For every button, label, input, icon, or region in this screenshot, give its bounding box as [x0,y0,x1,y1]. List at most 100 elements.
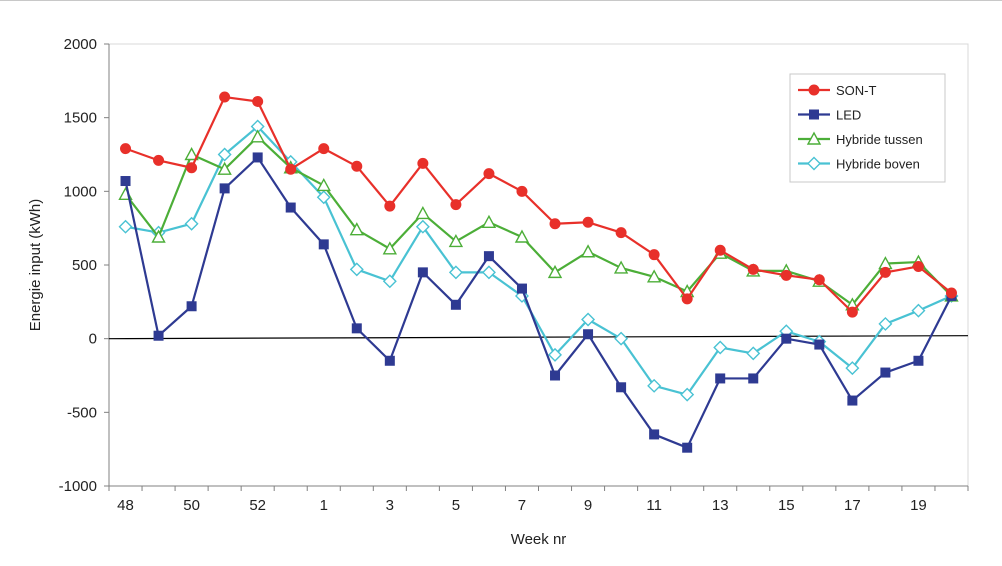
data-point [547,264,563,279]
data-point [384,200,396,212]
data-point [351,323,362,334]
top-divider [0,0,1002,1]
x-tick-label: 15 [778,497,795,514]
data-point [382,241,398,255]
data-point [682,442,693,453]
legend-marker [807,156,821,171]
data-point [582,216,594,228]
data-point [318,239,329,250]
legend-marker [808,84,820,96]
data-point [481,214,497,228]
series-led [120,152,957,453]
data-point [349,262,364,277]
data-point [615,227,627,239]
data-point [614,331,629,346]
y-axis-title: Energie input (kWh) [27,199,44,332]
data-point [746,346,761,361]
y-tick-label: -1000 [59,478,97,495]
data-point [814,339,825,350]
data-point [912,260,924,272]
data-point [481,265,496,280]
legend-label: Hybride tussen [836,132,923,147]
data-point [382,274,397,289]
x-tick-label: 19 [910,497,927,514]
legend-label: SON-T [836,83,877,98]
data-point [715,373,726,384]
data-point [647,378,662,393]
data-point [252,152,263,163]
data-point [448,233,464,248]
y-tick-label: 1500 [64,110,97,127]
data-point [219,183,230,194]
data-point [878,316,893,331]
legend-label: LED [836,108,861,123]
data-point [548,347,563,362]
data-point [186,162,198,174]
x-tick-label: 50 [183,497,200,514]
data-point [681,293,693,305]
data-point [448,265,463,280]
x-tick-label: 1 [320,497,328,514]
legend-item: Hybride tussen [798,131,923,147]
data-point [184,147,199,161]
legend-item: Hybride boven [798,157,920,172]
data-point [913,355,924,366]
data-point [483,168,495,180]
data-point [415,205,431,220]
data-point [713,340,728,355]
data-point [351,160,363,172]
data-point [186,301,197,312]
data-point [516,283,527,294]
data-point [879,266,891,278]
x-tick-label: 5 [452,497,460,514]
data-point [217,147,232,162]
legend-marker [806,131,822,145]
legend: SON-T LED Hybride tussen Hybride boven [789,73,946,183]
data-point [417,267,428,278]
data-point [151,229,166,243]
series-line [125,95,953,314]
legend-item: LED [798,108,861,123]
x-tick-label: 17 [844,497,861,514]
data-point [285,202,296,213]
x-tick-label: 13 [712,497,729,514]
data-point [153,330,164,341]
data-point [780,269,792,281]
data-point [813,274,825,286]
data-point [748,373,759,384]
data-point [118,219,133,234]
data-point [184,216,199,231]
data-point [250,129,265,143]
data-point [384,355,395,366]
data-point [747,263,759,275]
data-point [583,329,594,340]
x-tick-label: 7 [518,497,526,514]
x-tick-label: 52 [249,497,266,514]
y-tick-label: 500 [72,257,97,274]
data-point [415,219,430,234]
data-point [680,387,695,402]
x-axis-title: Week nr [511,531,567,548]
series-son-t [120,91,957,318]
data-point [450,299,461,310]
data-point [483,251,494,262]
x-tick-label: 11 [646,497,662,514]
y-tick-label: -500 [67,404,97,421]
data-point [649,429,660,440]
data-point [252,95,264,107]
data-point [349,222,364,236]
data-point [219,91,231,103]
data-point [550,370,561,381]
data-point [120,176,131,187]
data-point [285,163,297,175]
data-point [845,361,860,376]
x-tick-label: 9 [584,497,592,514]
data-point [316,190,331,205]
series-line [124,156,953,449]
data-point [781,333,792,344]
data-point [120,143,132,155]
series-line [125,125,952,396]
